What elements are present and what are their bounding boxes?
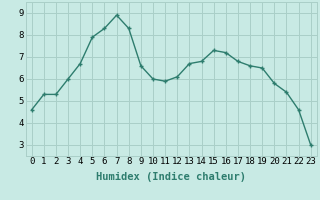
- X-axis label: Humidex (Indice chaleur): Humidex (Indice chaleur): [96, 172, 246, 182]
